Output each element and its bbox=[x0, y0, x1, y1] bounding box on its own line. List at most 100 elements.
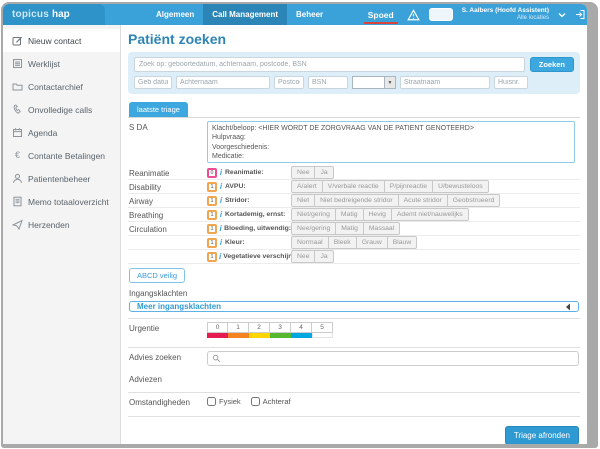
sidebar-item-agenda[interactable]: Agenda bbox=[3, 121, 120, 144]
option-button[interactable]: Nee bbox=[291, 166, 316, 179]
info-icon[interactable]: i bbox=[219, 224, 222, 233]
bsn-field[interactable] bbox=[308, 76, 348, 89]
triage-row-reanimatie: Reanimatie 0 i Reanimatie: Nee Ja bbox=[128, 166, 580, 180]
meer-ingangsklachten-bar[interactable]: Meer ingangsklachten bbox=[129, 301, 579, 312]
user-location: Alle locaties bbox=[516, 14, 549, 21]
option-button[interactable]: Niet bedreigende stridor bbox=[314, 194, 399, 207]
option-button[interactable]: Matig bbox=[334, 208, 364, 221]
option-button[interactable]: Geobstrueerd bbox=[446, 194, 501, 207]
option-button[interactable]: Normaal bbox=[291, 236, 329, 249]
spoed-link[interactable]: Spoed bbox=[363, 6, 398, 24]
checkbox-fysiek[interactable]: Fysiek bbox=[207, 397, 241, 406]
triage-row-circulation-bloeding: Circulation 1 i Bloeding, uitwendig: Nee… bbox=[128, 222, 580, 236]
urgentie-level-1[interactable]: 1 bbox=[228, 322, 249, 338]
urgentie-color-bar bbox=[312, 333, 333, 338]
sidebar-item-werklijst[interactable]: Werklijst bbox=[3, 52, 120, 75]
category-label: Airway bbox=[129, 197, 154, 206]
geb-datum-field[interactable] bbox=[134, 76, 172, 89]
option-group: Normaal Bleek Grauw Blauw bbox=[291, 236, 418, 249]
omstandigheden-row: Omstandigheden Fysiek Achteraf bbox=[128, 393, 580, 410]
option-button[interactable]: Bleek bbox=[327, 236, 357, 249]
option-button[interactable]: Acute stridor bbox=[397, 194, 448, 207]
abcd-veilig-button[interactable]: ABCD veilig bbox=[129, 268, 186, 283]
sidebar-item-patientenbeheer[interactable]: Patientenbeheer bbox=[3, 167, 120, 190]
patient-search-panel: Zoeken ▼ bbox=[128, 52, 580, 94]
option-button[interactable]: U/bewusteloos bbox=[432, 180, 489, 193]
warning-icon[interactable] bbox=[406, 8, 420, 21]
top-nav: Algemeen Call Management Beheer bbox=[147, 4, 332, 25]
divider bbox=[128, 318, 580, 319]
urgentie-level-2[interactable]: 2 bbox=[249, 322, 270, 338]
option-button[interactable]: A/alert bbox=[291, 180, 323, 193]
option-button[interactable]: V/verbale reactie bbox=[321, 180, 385, 193]
app-window: topicus hap Algemeen Call Management Beh… bbox=[3, 4, 587, 444]
triage-tabs: laatste triage bbox=[128, 99, 580, 118]
urgentie-label: Urgentie bbox=[129, 324, 160, 333]
patient-search-input[interactable] bbox=[134, 57, 525, 72]
ingangsklachten-label: Ingangsklachten bbox=[129, 289, 188, 298]
achternaam-field[interactable] bbox=[176, 76, 270, 89]
checkbox-achteraf[interactable]: Achteraf bbox=[250, 397, 291, 406]
app-logo[interactable]: topicus hap bbox=[3, 4, 105, 25]
option-button[interactable]: Grauw bbox=[355, 236, 388, 249]
postcode-field[interactable] bbox=[274, 76, 304, 89]
achteraf-checkbox[interactable] bbox=[250, 397, 260, 406]
straatnaam-field[interactable] bbox=[400, 76, 490, 89]
urgentie-scale: 0 1 2 3 4 bbox=[207, 322, 333, 338]
sidebar-item-onvolledige-calls[interactable]: Onvolledige calls bbox=[3, 98, 120, 121]
sidebar-item-label: Patientenbeheer bbox=[28, 173, 91, 184]
dropdown-arrow-icon[interactable]: ▼ bbox=[384, 77, 395, 88]
sidebar-item-nieuw-contact[interactable]: Nieuw contact bbox=[3, 29, 120, 52]
score-badge: 1 bbox=[207, 251, 217, 262]
sidebar-item-contactarchief[interactable]: Contactarchief bbox=[3, 75, 120, 98]
sidebar-item-herzenden[interactable]: Herzenden bbox=[3, 213, 120, 236]
chevron-left-icon bbox=[565, 303, 571, 311]
sidebar-item-memo-totaaloverzicht[interactable]: Memo totaaloverzicht bbox=[3, 190, 120, 213]
option-button[interactable]: Niet bbox=[291, 194, 316, 207]
search-select[interactable]: ▼ bbox=[352, 76, 396, 89]
nav-call-management[interactable]: Call Management bbox=[203, 4, 288, 25]
option-group: Nee Ja bbox=[291, 166, 334, 179]
score-badge: 1 bbox=[207, 209, 217, 220]
sidebar-item-contante-betalingen[interactable]: € Contante Betalingen bbox=[3, 144, 120, 167]
huisnr-field[interactable] bbox=[494, 76, 528, 89]
option-button[interactable]: Nee/gering bbox=[291, 222, 337, 235]
euro-icon: € bbox=[14, 150, 20, 160]
tab-laatste-triage[interactable]: laatste triage bbox=[129, 102, 188, 117]
info-icon[interactable]: i bbox=[219, 182, 223, 191]
nav-beheer[interactable]: Beheer bbox=[296, 10, 324, 19]
urgentie-level-5[interactable]: 5 bbox=[312, 322, 333, 338]
folder-icon bbox=[12, 81, 23, 92]
option-button[interactable]: Ja bbox=[314, 166, 334, 179]
urgentie-level-3[interactable]: 3 bbox=[270, 322, 291, 338]
option-button[interactable]: Niet/gering bbox=[291, 208, 336, 221]
option-button[interactable]: Massaal bbox=[362, 222, 401, 235]
option-button[interactable]: Blauw bbox=[386, 236, 418, 249]
logout-icon[interactable] bbox=[575, 9, 585, 20]
sda-textarea[interactable]: Klacht/beloop: <HIER WORDT DE ZORGVRAAG … bbox=[207, 121, 575, 163]
triage-afronden-button[interactable]: Triage afronden bbox=[504, 426, 579, 444]
sidebar-item-label: Agenda bbox=[28, 127, 58, 138]
info-icon[interactable]: i bbox=[219, 196, 223, 205]
option-button[interactable]: Hevig bbox=[362, 208, 392, 221]
info-icon[interactable]: i bbox=[219, 210, 223, 219]
fysiek-checkbox[interactable] bbox=[207, 397, 216, 406]
info-icon[interactable]: i bbox=[219, 252, 222, 261]
nav-algemeen[interactable]: Algemeen bbox=[156, 10, 195, 19]
option-button[interactable]: Ja bbox=[314, 250, 334, 263]
advies-zoeken-input[interactable] bbox=[207, 351, 579, 366]
option-button[interactable]: Ademt niet/nauwelijks bbox=[390, 208, 469, 221]
option-button[interactable]: P/pijnreactie bbox=[383, 180, 434, 193]
info-icon[interactable]: i bbox=[219, 238, 223, 247]
notification-box[interactable] bbox=[428, 8, 453, 21]
triage-row-circulation-kleur: 1 i Kleur: Normaal Bleek Grauw Blauw bbox=[128, 236, 580, 250]
urgentie-level-0[interactable]: 0 bbox=[207, 322, 228, 338]
user-menu[interactable]: S. Aalbers (Hoofd Assistent) Alle locati… bbox=[462, 7, 549, 21]
chevron-down-icon[interactable] bbox=[558, 12, 566, 18]
option-button[interactable]: Nee bbox=[291, 250, 316, 263]
option-button[interactable]: Matig bbox=[335, 222, 364, 235]
score-badge: 1 bbox=[207, 195, 217, 206]
urgentie-level-4[interactable]: 4 bbox=[291, 322, 312, 338]
info-icon[interactable]: i bbox=[219, 168, 223, 177]
zoeken-button[interactable]: Zoeken bbox=[529, 57, 574, 72]
